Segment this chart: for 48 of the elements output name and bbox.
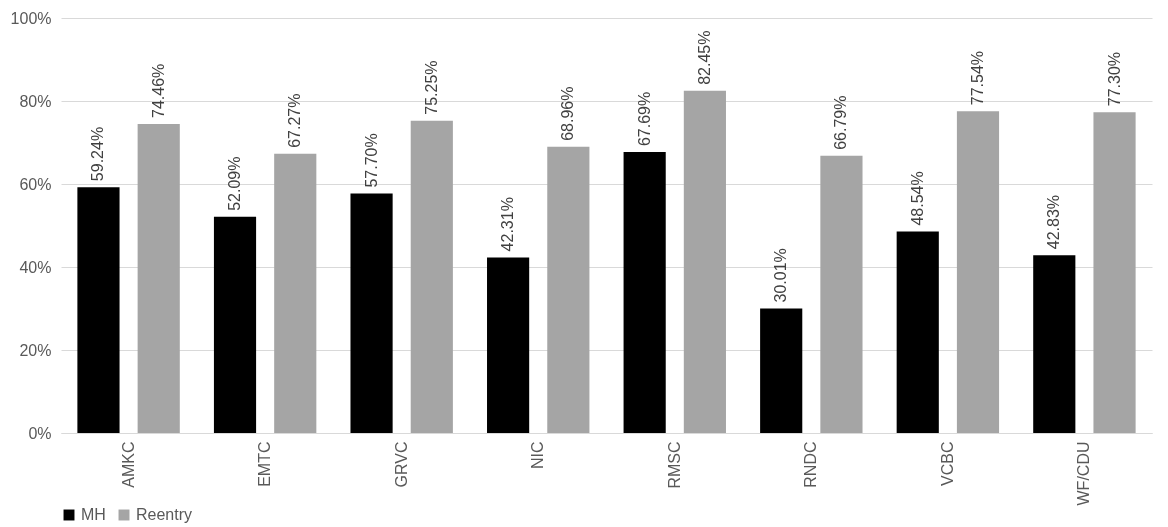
data-label: 74.46% <box>149 63 167 118</box>
bar <box>956 111 1000 433</box>
data-label: 68.96% <box>559 86 577 141</box>
bar <box>760 308 803 433</box>
bar <box>274 153 317 433</box>
x-tick-label: EMTC <box>256 441 274 487</box>
x-tick-label: AMKC <box>119 441 137 488</box>
bar <box>896 231 939 433</box>
y-tick-label: 100% <box>10 9 52 27</box>
bar <box>623 152 666 433</box>
x-tick-label: WF/CDU <box>1075 441 1093 506</box>
y-tick-label: 20% <box>19 341 52 359</box>
bar <box>820 155 863 433</box>
y-tick-label: 40% <box>19 258 52 276</box>
data-label: 42.31% <box>499 197 517 252</box>
data-label: 30.01% <box>772 248 790 303</box>
data-label: 48.54% <box>908 171 926 226</box>
bar <box>1093 112 1136 433</box>
x-tick-label: NIC <box>529 441 547 470</box>
data-label: 52.09% <box>226 156 244 211</box>
data-label: 59.24% <box>89 126 107 182</box>
data-label: 66.79% <box>832 95 850 150</box>
x-tick-label: RNDC <box>802 441 820 488</box>
bar <box>683 90 726 433</box>
bar <box>137 123 180 433</box>
y-tick-label: 0% <box>28 424 52 442</box>
x-tick-label: VCBC <box>938 441 956 486</box>
x-tick-label: RMSC <box>665 441 683 489</box>
data-label: 77.54% <box>968 50 986 106</box>
data-label: 67.69% <box>635 91 653 147</box>
bar <box>410 120 453 433</box>
x-tick-label: GRVC <box>392 441 410 488</box>
bar <box>1033 255 1076 433</box>
data-label: 57.70% <box>362 133 380 188</box>
legend-label: Reentry <box>136 506 193 523</box>
data-label: 82.45% <box>695 30 713 85</box>
data-label: 75.25% <box>422 60 440 115</box>
data-label: 67.27% <box>286 93 304 148</box>
bar <box>77 187 120 433</box>
y-tick-label: 80% <box>19 92 52 110</box>
bar <box>350 193 393 433</box>
y-tick-label: 60% <box>19 175 52 193</box>
bar <box>547 146 590 433</box>
legend-label: MH <box>81 506 106 523</box>
bar <box>487 257 530 433</box>
data-label: 42.83% <box>1045 194 1063 250</box>
bar <box>213 216 257 433</box>
data-label: 77.30% <box>1105 51 1123 107</box>
